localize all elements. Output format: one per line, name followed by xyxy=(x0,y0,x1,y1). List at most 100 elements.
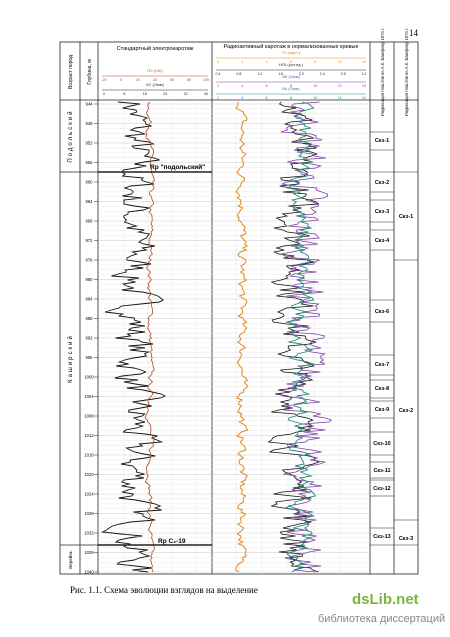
layer-label: Скз-11 xyxy=(373,468,390,474)
log-curve xyxy=(144,101,156,573)
scale-tick: 8 xyxy=(290,96,292,100)
scale-tick: 1.6 xyxy=(278,72,283,76)
layer-label: Скз-8 xyxy=(375,386,389,392)
scale-name: НГК (усл.ед.) xyxy=(279,62,304,67)
depth-label: 1012 xyxy=(84,433,94,438)
age-label: Подольский xyxy=(67,109,74,162)
layer-label: Скз-1 xyxy=(375,138,389,144)
scale-name: ИК (Омм) xyxy=(282,74,300,79)
depth-label: 980 xyxy=(86,277,94,282)
scale-tick: 1.2 xyxy=(257,72,262,76)
scale-tick: 20 xyxy=(136,78,140,82)
annotation: Rp C₂-19 xyxy=(158,538,186,545)
log-curve xyxy=(283,101,317,573)
layer-label: Скз-4 xyxy=(375,238,390,244)
depth-label: 976 xyxy=(86,258,94,263)
depth-label: 988 xyxy=(86,316,94,321)
depth-label: 1036 xyxy=(84,550,94,555)
depth-label: 944 xyxy=(86,102,94,107)
scale-tick: 2 xyxy=(217,84,219,88)
scale-tick: 8 xyxy=(123,92,125,96)
depth-label: 952 xyxy=(86,141,94,146)
scale-name: ПС (mV) xyxy=(147,68,163,73)
depth-label: 968 xyxy=(86,219,94,224)
depth-label: 1040 xyxy=(84,570,94,575)
watermark-tagline: библиотека диссертаций xyxy=(318,613,445,625)
depth-label: 948 xyxy=(86,121,94,126)
scale-name: ГК (мкр/ч) xyxy=(282,50,301,55)
scale-tick: 12 xyxy=(338,84,342,88)
scale-tick: 4 xyxy=(241,84,243,88)
scale-tick: 2.8 xyxy=(341,72,346,76)
scale-tick: 40 xyxy=(204,92,208,96)
scale-tick: 6 xyxy=(290,60,292,64)
scale-tick: 100 xyxy=(203,78,209,82)
layer-label: Скз-6 xyxy=(375,309,389,315)
age-label: Каширский xyxy=(67,334,74,383)
scale-tick: 0 xyxy=(217,60,219,64)
log-curve xyxy=(279,101,333,573)
layer-label: Скз-12 xyxy=(373,486,390,492)
depth-label: 1024 xyxy=(84,492,94,497)
scale-tick: 0.4 xyxy=(216,72,221,76)
scale-tick: 3.2 xyxy=(362,72,367,76)
depth-label: 960 xyxy=(86,180,94,185)
scale-tick: 6 xyxy=(266,84,268,88)
group-label: Скз-1 xyxy=(399,214,413,220)
scale-tick: 12 xyxy=(362,60,366,64)
depth-label: 1000 xyxy=(84,375,94,380)
layer-label: Скз-2 xyxy=(375,180,389,186)
log-curve xyxy=(234,101,249,573)
scale-tick: 0 xyxy=(120,78,122,82)
layer-label: Скз-9 xyxy=(375,407,389,413)
scale-tick: 2 xyxy=(217,96,219,100)
scale-tick: 0 xyxy=(103,92,105,96)
scale-tick: 60 xyxy=(170,78,174,82)
scale-tick: -20 xyxy=(101,78,106,82)
scale-tick: 10 xyxy=(338,60,342,64)
annotation: Rp "подольский" xyxy=(150,163,205,171)
scale-tick: 16 xyxy=(143,92,147,96)
scale-tick: 10 xyxy=(313,96,317,100)
layer-label: Скз-10 xyxy=(373,441,390,447)
watermark-site: dsLib.net xyxy=(352,591,419,608)
scale-tick: 0.8 xyxy=(236,72,241,76)
depth-label: 1028 xyxy=(84,511,94,516)
group-label: Скз-2 xyxy=(399,408,413,414)
depth-label: 1004 xyxy=(84,394,94,399)
depth-label: 964 xyxy=(86,199,94,204)
scale-tick: 8 xyxy=(290,84,292,88)
column-header: Стандартный электрокаротаж xyxy=(117,45,194,52)
layer-label: Скз-13 xyxy=(373,534,390,540)
scale-tick: 32 xyxy=(184,92,188,96)
scale-tick: 6 xyxy=(266,96,268,100)
scale-tick: 2.0 xyxy=(299,72,304,76)
scale-tick: 14 xyxy=(362,96,366,100)
scale-name: КС (Омм) xyxy=(146,82,164,87)
depth-label: 956 xyxy=(86,160,94,165)
column-header: Возраст пород xyxy=(68,55,74,89)
scale-tick: 12 xyxy=(338,96,342,100)
scale-tick: 2.4 xyxy=(320,72,325,76)
figure-border xyxy=(59,41,419,575)
column-header: Индексация пластов по А.К. Бакирову, 197… xyxy=(380,28,385,116)
depth-label: 1008 xyxy=(84,414,94,419)
layer-label: Скз-3 xyxy=(375,209,389,215)
scale-tick: 40 xyxy=(153,78,157,82)
scale-tick: 10 xyxy=(313,84,317,88)
depth-label: 972 xyxy=(86,238,94,243)
column-header: Радиоактивный каротаж в нормализованные … xyxy=(223,43,358,50)
column-header: Глубина, м xyxy=(87,59,93,85)
scale-tick: 2 xyxy=(241,60,243,64)
age-label: Верейск. xyxy=(67,550,73,569)
scale-tick: 24 xyxy=(163,92,167,96)
depth-label: 992 xyxy=(86,336,94,341)
group-label: Скз-3 xyxy=(399,536,413,542)
scale-tick: 8 xyxy=(314,60,316,64)
column-header: Индексация пластов по А.К. Бакирову, 197… xyxy=(404,28,409,116)
depth-label: 1016 xyxy=(84,453,94,458)
scale-tick: 14 xyxy=(362,84,366,88)
scale-name: БК (Омм) xyxy=(282,86,300,91)
figure: Возраст пород Глубина, м Стандартный эле… xyxy=(59,28,419,575)
